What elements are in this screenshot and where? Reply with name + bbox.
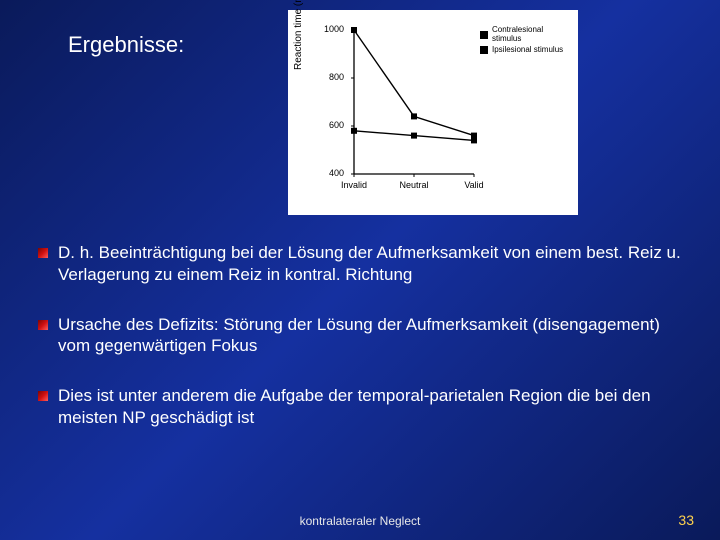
square-icon: [480, 31, 488, 39]
chart-y-axis-label: Reaction time (msec): [294, 0, 305, 70]
chart-ytick-label: 400: [320, 168, 344, 178]
chart-ytick-label: 1000: [320, 24, 344, 34]
footer-label: kontralateraler Neglect: [0, 514, 720, 528]
legend-label: Contralesional stimulus: [492, 26, 572, 44]
chart-plot-area: [350, 26, 478, 178]
bullet-icon: [38, 248, 48, 258]
chart-ytick-label: 600: [320, 120, 344, 130]
chart-container: Reaction time (msec) 4006008001000 Inval…: [288, 10, 578, 215]
chart-legend: Contralesional stimulus Ipsilesional sti…: [480, 26, 572, 56]
legend-label: Ipsilesional stimulus: [492, 46, 563, 55]
chart-svg: [350, 26, 478, 178]
bullet-item: Dies ist unter anderem die Aufgabe der t…: [38, 385, 682, 429]
legend-item: Contralesional stimulus: [480, 26, 572, 44]
chart-xtick-label: Invalid: [341, 180, 367, 190]
bullet-text: Ursache des Defizits: Störung der Lösung…: [58, 314, 682, 358]
page-number: 33: [678, 512, 694, 528]
slide: Ergebnisse: Reaction time (msec) 4006008…: [0, 0, 720, 540]
legend-item: Ipsilesional stimulus: [480, 46, 572, 55]
bullet-text: D. h. Beeinträchtigung bei der Lösung de…: [58, 242, 682, 286]
bullet-icon: [38, 320, 48, 330]
chart-xtick-label: Valid: [464, 180, 483, 190]
bullet-text: Dies ist unter anderem die Aufgabe der t…: [58, 385, 682, 429]
bullet-list: D. h. Beeinträchtigung bei der Lösung de…: [38, 242, 682, 457]
bullet-item: D. h. Beeinträchtigung bei der Lösung de…: [38, 242, 682, 286]
square-icon: [480, 46, 488, 54]
chart-ytick-label: 800: [320, 72, 344, 82]
bullet-item: Ursache des Defizits: Störung der Lösung…: [38, 314, 682, 358]
bullet-icon: [38, 391, 48, 401]
chart-xtick-label: Neutral: [399, 180, 428, 190]
